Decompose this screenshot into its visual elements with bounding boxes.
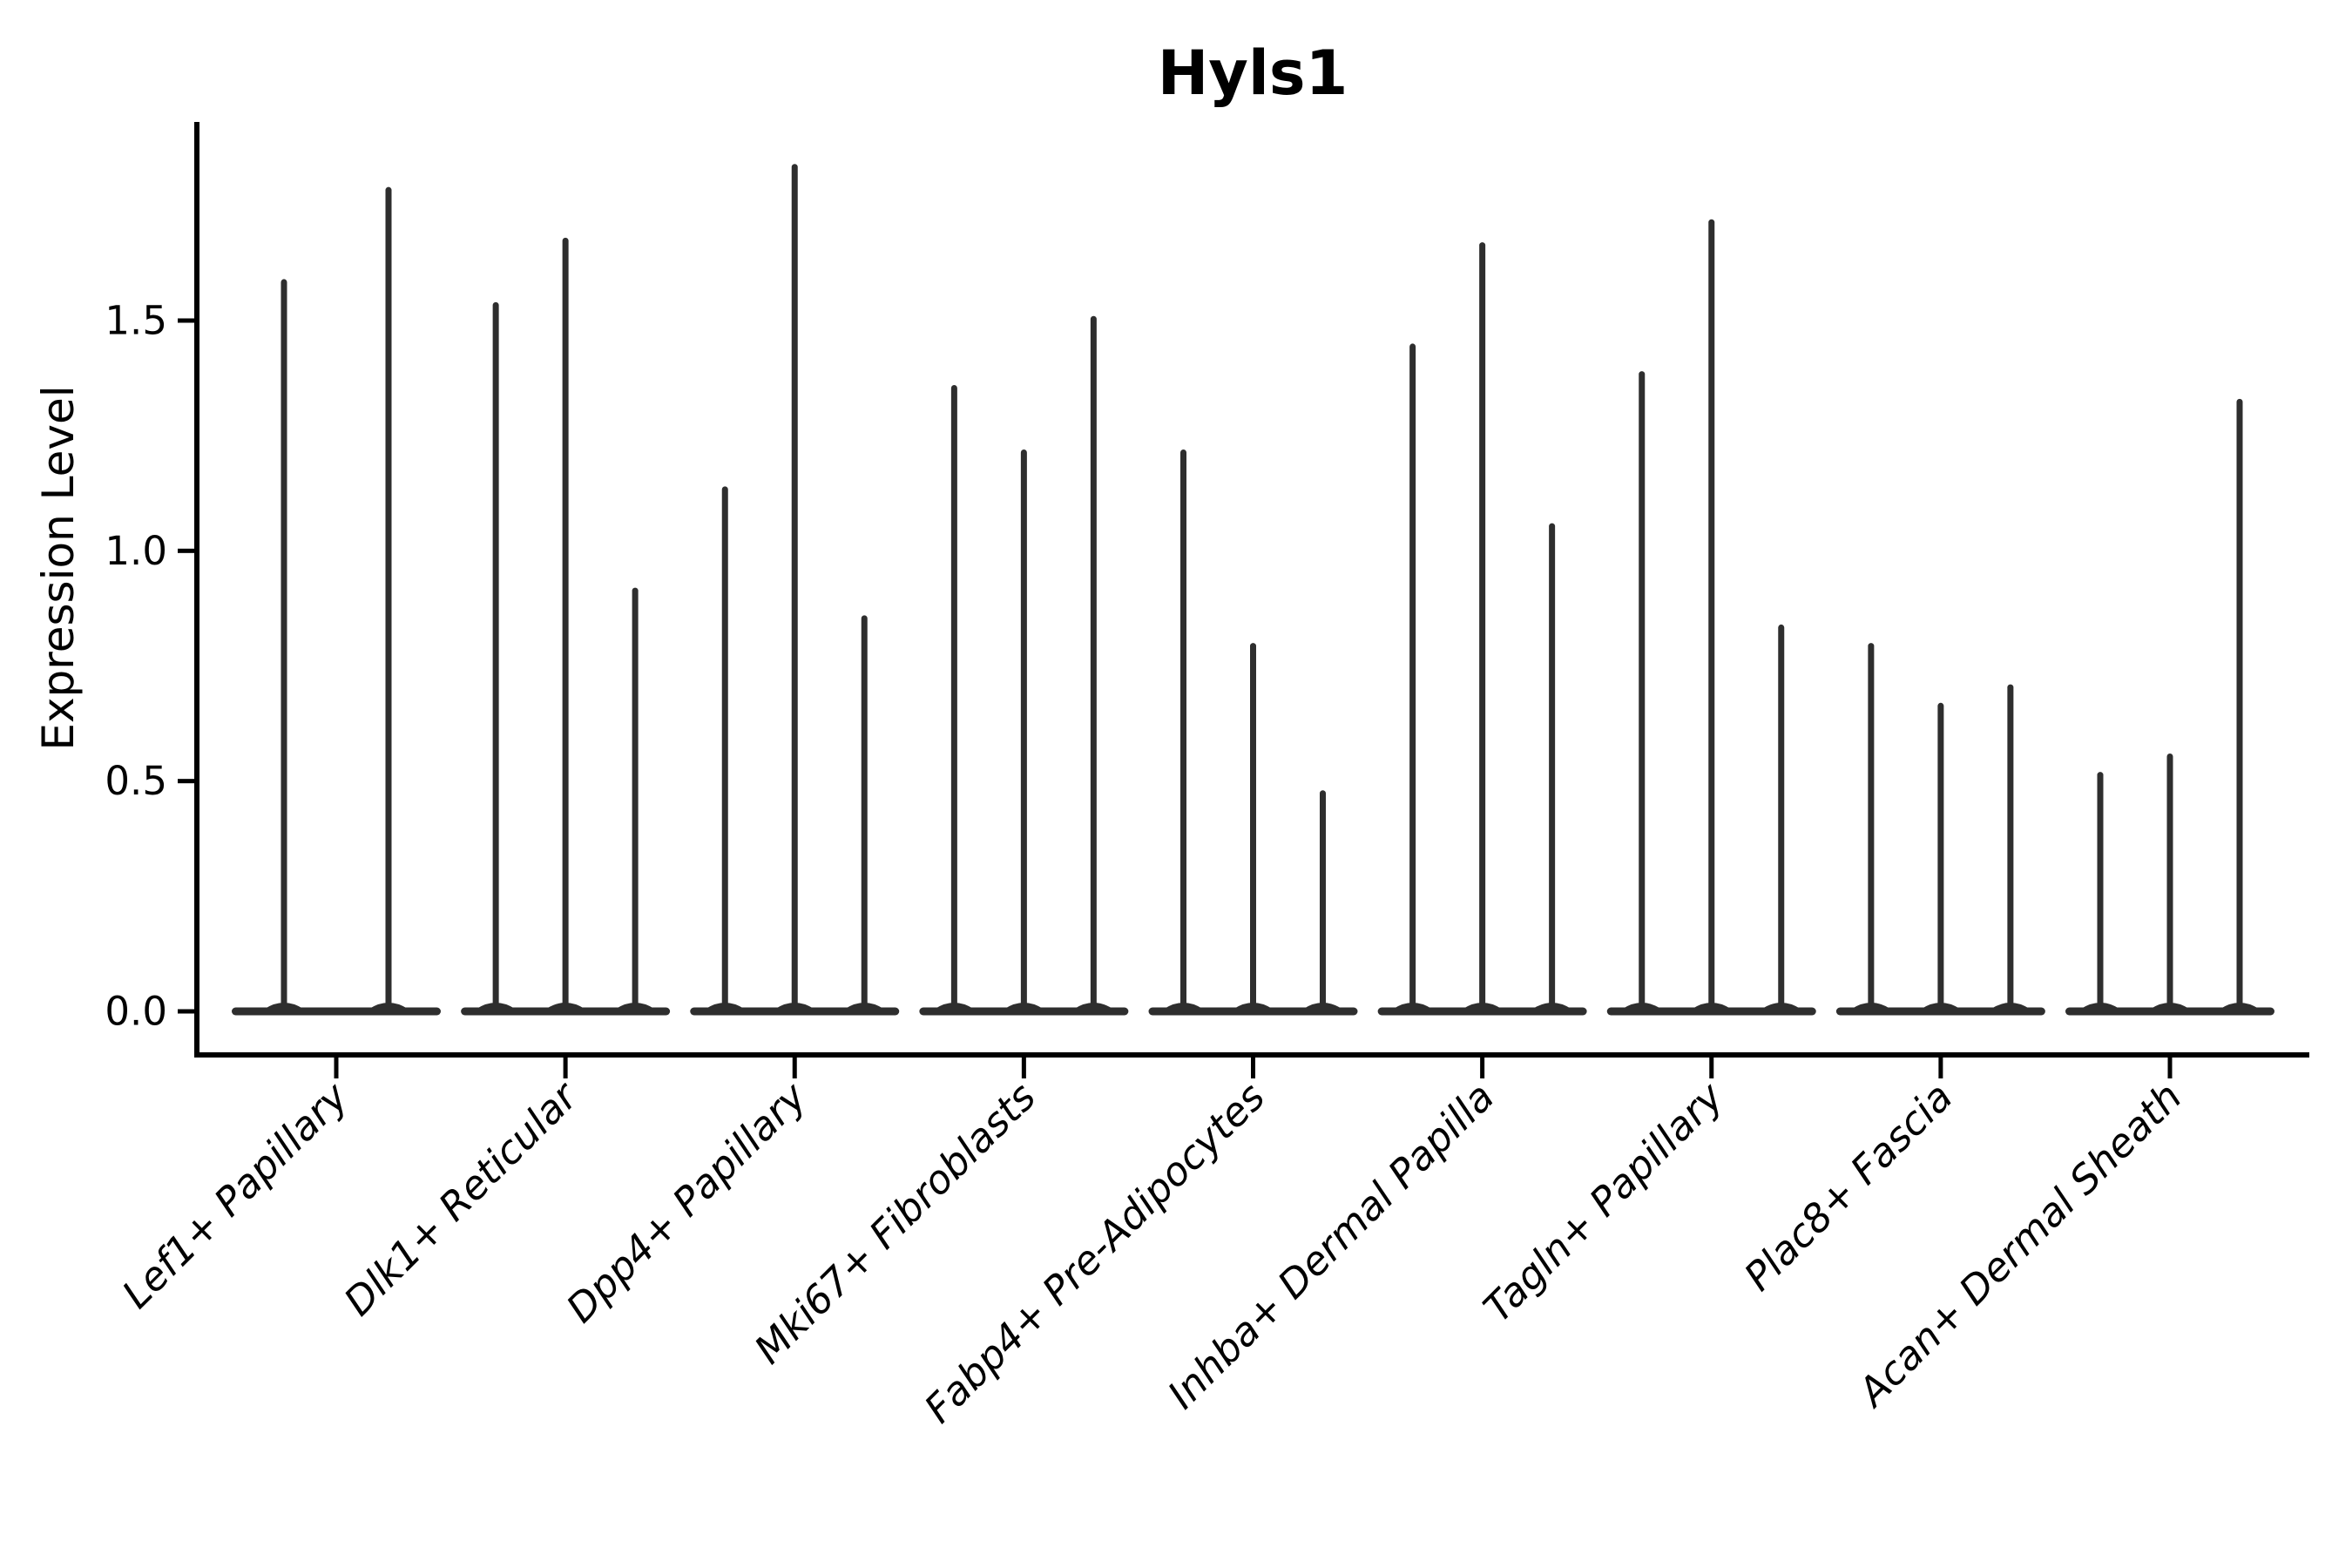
violin-spike [2236, 398, 2243, 1013]
violin-spike [562, 237, 569, 1013]
y-axis-spine [194, 122, 199, 1058]
violin-spike [1708, 219, 1715, 1013]
y-tick-mark [178, 318, 197, 323]
violin-group [919, 315, 1129, 1016]
axes-layer [178, 122, 2309, 1078]
x-tick-mark [1021, 1058, 1026, 1078]
x-tick-label: Dlk1+ Reticular [335, 1072, 588, 1325]
violin-spike [280, 279, 287, 1014]
violin-spike [1090, 315, 1097, 1013]
violin-spike [1250, 643, 1256, 1013]
violin-spike [2007, 684, 2014, 1013]
x-tick-mark [334, 1058, 339, 1078]
x-tick-mark [2167, 1058, 2173, 1078]
violin-spike [1778, 624, 1785, 1013]
violin-spike [791, 164, 798, 1013]
violin-base-bar [232, 1007, 441, 1016]
x-tick-label: Plac8+ Fascia [1735, 1073, 1962, 1300]
violin-spike [492, 301, 499, 1013]
x-tick-label: Lef1+ Papillary [113, 1072, 358, 1317]
violin-spike [1320, 790, 1326, 1013]
violin-spike [1020, 449, 1027, 1013]
x-tick-mark [1251, 1058, 1255, 1078]
violin-spike [721, 486, 728, 1013]
x-axis-spine [194, 1052, 2309, 1058]
y-tick-mark [178, 779, 197, 784]
violin-spike [1180, 449, 1186, 1013]
violin-spike [1868, 643, 1875, 1013]
violin-spike [2097, 772, 2104, 1013]
violin-group [1835, 643, 2045, 1016]
violin-group [232, 186, 441, 1016]
violin-spike [1639, 371, 1646, 1014]
violin-group [461, 237, 671, 1016]
violin-spike [1937, 702, 1944, 1013]
violin-group [1606, 219, 1816, 1016]
x-tick-mark [1480, 1058, 1485, 1078]
y-tick-label: 0.0 [105, 989, 167, 1035]
y-tick-mark [178, 1009, 197, 1014]
x-tick-mark [1709, 1058, 1714, 1078]
violin-spike [1409, 343, 1416, 1014]
x-tick-label: Dpp4+ Papillary [558, 1072, 816, 1331]
violin-group [2065, 398, 2274, 1016]
x-tick-mark [1938, 1058, 1943, 1078]
violin-group [690, 164, 900, 1016]
violin-group [1148, 449, 1358, 1016]
violin-spike [1549, 523, 1556, 1013]
violin-spike [861, 615, 868, 1013]
violin-spike [632, 587, 639, 1013]
violin-spike [385, 186, 392, 1014]
y-tick-label: 1.5 [105, 297, 167, 343]
violin-spike [1479, 242, 1486, 1013]
y-tick-label: 1.0 [105, 528, 167, 574]
violin-spike [950, 385, 957, 1013]
violins-layer [232, 164, 2274, 1016]
y-tick-label: 0.5 [105, 758, 167, 804]
violin-spike [2166, 753, 2173, 1013]
y-axis-label: Expression Level [33, 385, 84, 750]
x-tick-mark [563, 1058, 568, 1078]
y-tick-mark [178, 548, 197, 553]
violin-group [1377, 242, 1587, 1016]
x-tick-label: Tagln+ Papillary [1475, 1072, 1734, 1331]
x-tick-mark [792, 1058, 797, 1078]
chart-title: Hyls1 [1158, 37, 1348, 109]
